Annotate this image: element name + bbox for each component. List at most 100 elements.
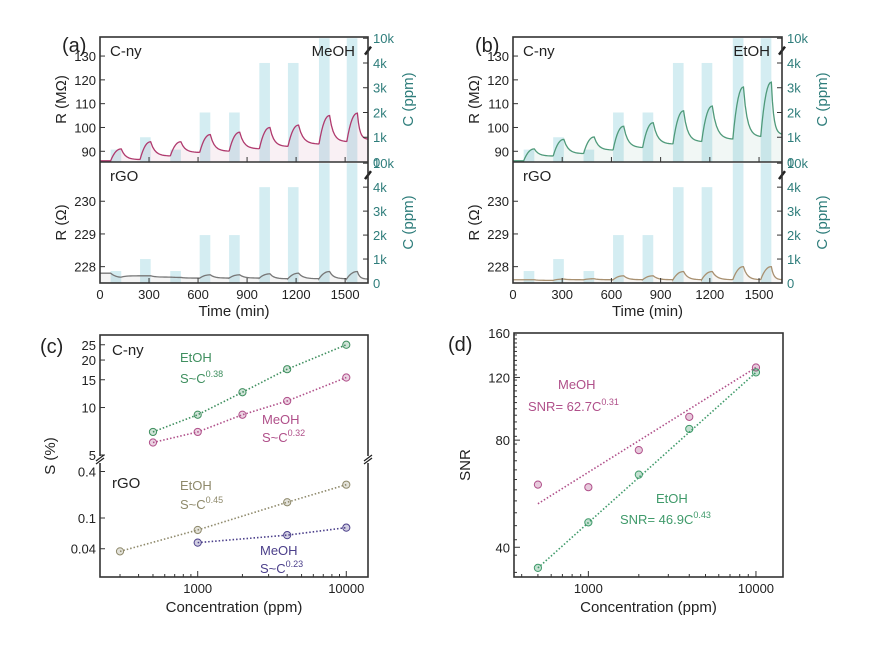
x-tick-label: 0 bbox=[509, 287, 516, 302]
y-axis-title: R (MΩ) bbox=[466, 75, 483, 124]
y-tick-label: 228 bbox=[487, 260, 509, 275]
data-point-meoh bbox=[238, 410, 247, 419]
y-tick-label: 110 bbox=[488, 97, 509, 112]
y-tick-label: 90 bbox=[495, 144, 509, 159]
right-tick-label: 10k bbox=[373, 156, 394, 171]
data-point bbox=[584, 483, 593, 492]
response-area bbox=[513, 266, 782, 283]
fit-equation-etoh-base: SNR= 46.9C bbox=[620, 512, 693, 527]
fit-equation-etoh-cny-base: S~C bbox=[180, 371, 206, 386]
y-tick-label: 40 bbox=[496, 540, 510, 555]
concentration-bar bbox=[613, 112, 624, 162]
x-tick-label: 600 bbox=[187, 287, 209, 302]
data-point-etoh bbox=[148, 427, 158, 437]
right-tick-label: 0 bbox=[373, 155, 380, 170]
right-axis-title: C (ppm) bbox=[814, 195, 831, 249]
annotation-etoh: EtOH bbox=[656, 491, 688, 506]
concentration-bar bbox=[583, 271, 595, 283]
x-tick-label: 10000 bbox=[738, 581, 774, 596]
x-tick-label: 300 bbox=[551, 287, 573, 302]
right-tick-label: 2k bbox=[373, 105, 387, 120]
y-tick-label: 120 bbox=[488, 370, 510, 385]
y-tick-label: 229 bbox=[74, 227, 96, 242]
x-tick-label: 1000 bbox=[183, 581, 212, 596]
concentration-bar bbox=[701, 187, 713, 283]
concentration-bar bbox=[523, 271, 535, 283]
concentration-bar bbox=[110, 271, 122, 283]
y-tick-label: 0.1 bbox=[78, 511, 96, 526]
y-axis-title: S (%) bbox=[42, 437, 59, 475]
fit-equation-etoh-cny-exponent: 0.38 bbox=[206, 369, 224, 379]
right-tick-label: 2k bbox=[373, 228, 387, 243]
x-tick-label: 900 bbox=[236, 287, 258, 302]
right-tick-label: 4k bbox=[373, 180, 387, 195]
y-tick-label: 120 bbox=[487, 73, 509, 88]
data-point bbox=[685, 412, 694, 421]
subplot-rgo: 0.04 0.1 0.4 rGO bbox=[71, 464, 351, 557]
analyte-label: EtOH bbox=[733, 43, 770, 60]
data-point bbox=[533, 480, 543, 489]
y-axis-title: R (Ω) bbox=[53, 204, 70, 240]
concentration-bar bbox=[672, 62, 684, 163]
fit-equation-etoh-exponent: 0.43 bbox=[693, 510, 711, 520]
analyte-label: MeOH bbox=[312, 43, 355, 60]
concentration-bar bbox=[553, 259, 564, 283]
response-area bbox=[100, 271, 368, 283]
fit-equation-meoh-rgo-base: S~C bbox=[260, 561, 286, 576]
fit-equation-meoh-exponent: 0.31 bbox=[601, 397, 619, 407]
response-curve bbox=[100, 270, 369, 281]
y-tick-label: 80 bbox=[496, 433, 510, 448]
data-point-etoh bbox=[342, 340, 351, 349]
y-tick-label: 160 bbox=[488, 326, 510, 341]
concentration-bar bbox=[199, 235, 211, 283]
subplot-rgo: 228 229 230 0 1k 2k 3k 4k 10k rGO R (Ω) C (ppm) bbox=[53, 156, 417, 291]
axis-break-mark bbox=[363, 454, 373, 462]
material-label: C-ny bbox=[112, 342, 144, 359]
concentration-bar bbox=[318, 163, 330, 283]
annotation-meoh: MeOH bbox=[558, 377, 596, 392]
data-point-etoh bbox=[342, 480, 351, 489]
y-tick-label: 100 bbox=[487, 120, 509, 135]
fit-equation-meoh-rgo-exponent: 0.23 bbox=[286, 559, 304, 569]
concentration-bar bbox=[199, 112, 211, 162]
response-area bbox=[513, 82, 782, 162]
x-tick-label: 10000 bbox=[328, 581, 364, 596]
axis-break-gap bbox=[96, 456, 104, 463]
concentration-bar bbox=[346, 38, 358, 162]
data-point-meoh bbox=[283, 396, 292, 406]
fit-line-meoh bbox=[152, 376, 347, 444]
y-tick-label: 130 bbox=[487, 49, 509, 64]
concentration-bar bbox=[642, 235, 654, 283]
right-axis-title: C (ppm) bbox=[814, 72, 831, 126]
y-tick-label: 228 bbox=[74, 260, 96, 275]
x-axis-title: Time (min) bbox=[612, 303, 683, 320]
right-tick-label: 1k bbox=[787, 252, 801, 267]
y-tick-label: 0.04 bbox=[71, 542, 96, 557]
panel-label: (b) bbox=[475, 35, 499, 57]
data-point bbox=[584, 518, 593, 527]
fit-equation-meoh: SNR= 62.7C0.31 bbox=[528, 397, 619, 414]
right-tick-label: 4k bbox=[787, 180, 801, 195]
fit-equation-etoh: SNR= 46.9C0.43 bbox=[620, 510, 711, 527]
right-tick-label: 10k bbox=[373, 31, 394, 46]
concentration-bar bbox=[229, 235, 240, 283]
right-tick-label: 2k bbox=[787, 105, 801, 120]
fit-line bbox=[537, 366, 757, 505]
data-point-etoh bbox=[115, 547, 125, 556]
material-label: C-ny bbox=[110, 43, 142, 60]
x-tick-label: 600 bbox=[601, 287, 623, 302]
data-point bbox=[634, 470, 643, 479]
data-point bbox=[634, 446, 643, 455]
data-point-etoh bbox=[193, 525, 202, 535]
fit-equation-meoh-cny: S~C0.32 bbox=[262, 428, 305, 445]
right-tick-label: 3k bbox=[373, 81, 387, 96]
y-tick-label: 90 bbox=[82, 144, 96, 159]
subplot-c-ny: 90 100 110 120 130 0 1k 2k 3k 4k 10k C-ny R (MΩ) C (p… bbox=[53, 31, 417, 170]
concentration-bar bbox=[259, 187, 270, 283]
fit-line-etoh bbox=[152, 344, 347, 433]
fit-equation-etoh-rgo: S~C0.45 bbox=[180, 495, 223, 512]
data-point-meoh bbox=[283, 531, 292, 540]
fit-line-meoh bbox=[197, 526, 347, 544]
